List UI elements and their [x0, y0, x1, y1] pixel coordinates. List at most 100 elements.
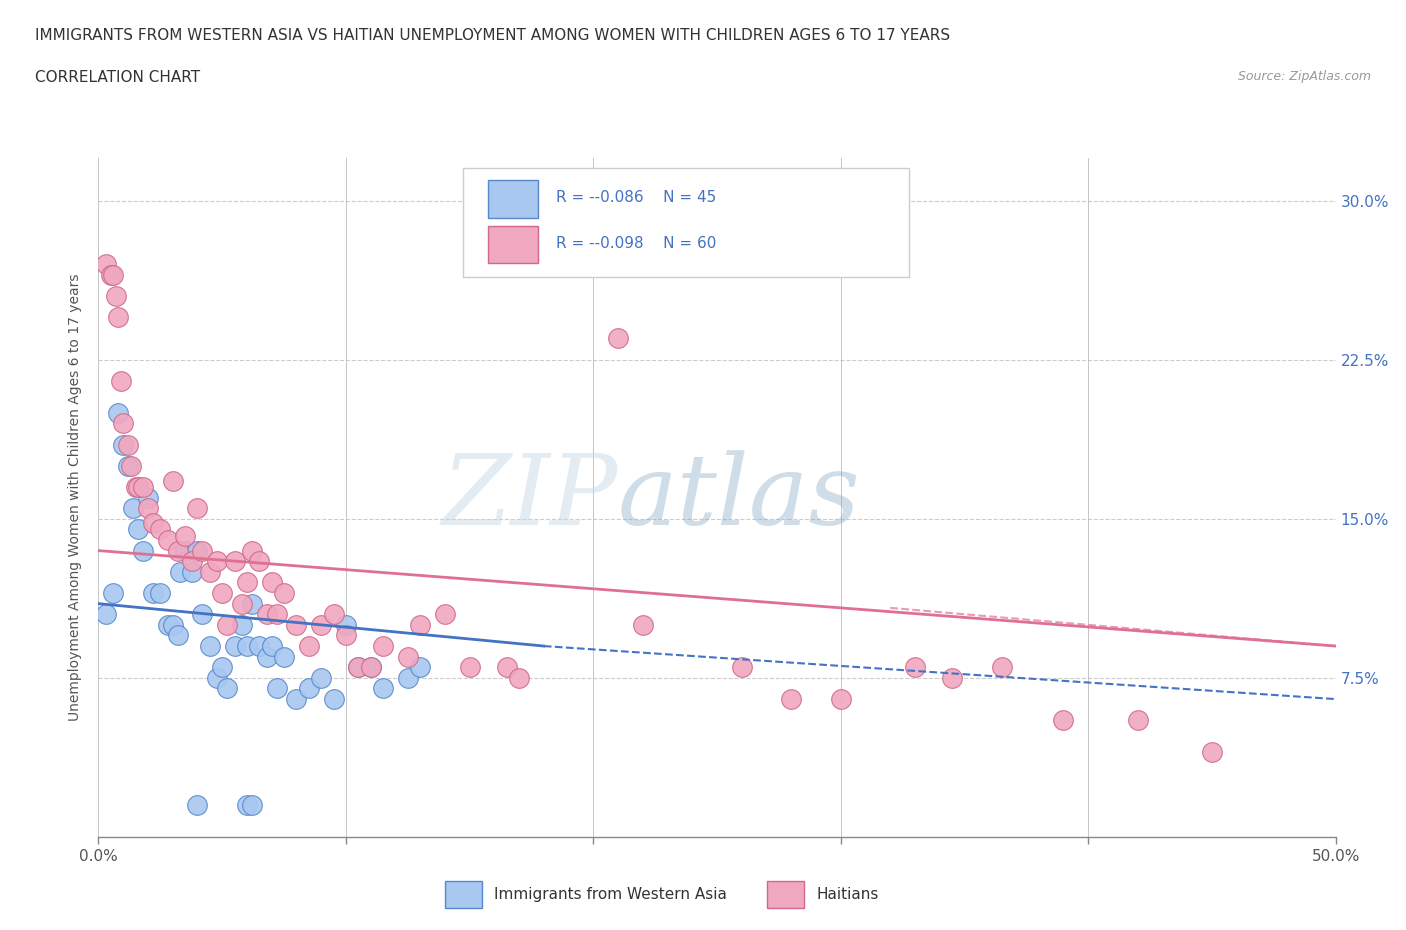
Point	[122, 500, 145, 515]
Point	[260, 639, 283, 654]
Point	[136, 490, 159, 505]
Point	[347, 660, 370, 675]
Point	[322, 692, 344, 707]
Point	[149, 522, 172, 537]
Point	[156, 533, 179, 548]
Point	[103, 586, 125, 601]
Point	[309, 618, 332, 632]
Point	[247, 553, 270, 568]
Point	[508, 671, 530, 685]
Point	[990, 660, 1012, 675]
Point	[941, 671, 963, 685]
Point	[174, 528, 197, 543]
Point	[136, 500, 159, 515]
Point	[273, 586, 295, 601]
Point	[181, 565, 204, 579]
Text: R = --0.098    N = 60: R = --0.098 N = 60	[557, 236, 717, 251]
Point	[117, 458, 139, 473]
Point	[110, 374, 132, 389]
Point	[371, 681, 394, 696]
Point	[186, 500, 208, 515]
Point	[166, 543, 188, 558]
Point	[236, 639, 259, 654]
Point	[217, 618, 239, 632]
Point	[247, 639, 270, 654]
Point	[335, 618, 357, 632]
Point	[198, 639, 221, 654]
Point	[240, 798, 263, 813]
Point	[1201, 745, 1223, 760]
Point	[198, 565, 221, 579]
FancyBboxPatch shape	[464, 168, 908, 277]
FancyBboxPatch shape	[488, 180, 537, 218]
Point	[830, 692, 852, 707]
Point	[285, 618, 308, 632]
Point	[360, 660, 382, 675]
FancyBboxPatch shape	[488, 226, 537, 263]
Point	[260, 575, 283, 590]
Text: Haitians: Haitians	[815, 887, 879, 902]
Point	[205, 671, 228, 685]
Point	[433, 606, 456, 621]
Point	[298, 639, 321, 654]
Point	[224, 553, 246, 568]
Point	[94, 257, 117, 272]
Point	[142, 586, 165, 601]
Point	[169, 565, 191, 579]
Point	[1126, 713, 1149, 728]
Text: CORRELATION CHART: CORRELATION CHART	[35, 70, 200, 85]
Point	[120, 458, 142, 473]
Point	[224, 639, 246, 654]
Point	[285, 692, 308, 707]
Point	[217, 681, 239, 696]
Point	[162, 473, 184, 488]
Point	[322, 606, 344, 621]
Point	[256, 649, 278, 664]
Point	[298, 681, 321, 696]
Point	[236, 575, 259, 590]
Point	[156, 618, 179, 632]
Point	[127, 522, 149, 537]
Point	[124, 480, 146, 495]
Point	[107, 405, 129, 420]
Point	[495, 660, 517, 675]
Point	[231, 596, 253, 611]
Point	[191, 543, 214, 558]
Point	[100, 267, 122, 282]
Point	[174, 543, 197, 558]
Point	[211, 660, 233, 675]
Point	[104, 288, 127, 303]
Point	[409, 660, 432, 675]
Point	[211, 586, 233, 601]
FancyBboxPatch shape	[766, 881, 804, 909]
Point	[396, 671, 419, 685]
Point	[103, 267, 125, 282]
Point	[266, 606, 288, 621]
Point	[94, 606, 117, 621]
Point	[631, 618, 654, 632]
Text: ZIP: ZIP	[441, 450, 619, 545]
Point	[117, 437, 139, 452]
Text: Immigrants from Western Asia: Immigrants from Western Asia	[495, 887, 727, 902]
Point	[347, 660, 370, 675]
Point	[166, 628, 188, 643]
Point	[186, 798, 208, 813]
FancyBboxPatch shape	[444, 881, 482, 909]
Point	[731, 660, 754, 675]
Text: IMMIGRANTS FROM WESTERN ASIA VS HAITIAN UNEMPLOYMENT AMONG WOMEN WITH CHILDREN A: IMMIGRANTS FROM WESTERN ASIA VS HAITIAN …	[35, 28, 950, 43]
Point	[236, 798, 259, 813]
Point	[231, 618, 253, 632]
Point	[112, 437, 135, 452]
Point	[240, 543, 263, 558]
Point	[127, 480, 149, 495]
Point	[409, 618, 432, 632]
Point	[191, 606, 214, 621]
Point	[240, 596, 263, 611]
Point	[273, 649, 295, 664]
Point	[780, 692, 803, 707]
Y-axis label: Unemployment Among Women with Children Ages 6 to 17 years: Unemployment Among Women with Children A…	[69, 273, 83, 722]
Point	[266, 681, 288, 696]
Point	[132, 543, 155, 558]
Point	[107, 310, 129, 325]
Point	[904, 660, 927, 675]
